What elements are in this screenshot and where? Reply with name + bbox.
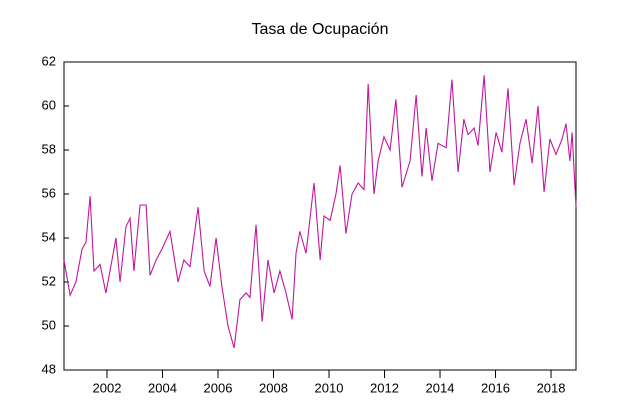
y-tick-label: 60 xyxy=(42,97,56,112)
x-tick-label: 2004 xyxy=(148,380,177,395)
x-tick-label: 2006 xyxy=(204,380,233,395)
y-tick-label: 56 xyxy=(42,185,56,200)
x-tick-label: 2008 xyxy=(259,380,288,395)
y-tick-label: 48 xyxy=(42,361,56,376)
y-tick-label: 54 xyxy=(42,229,56,244)
chart-title: Tasa de Ocupación xyxy=(252,21,389,38)
data-line xyxy=(63,75,577,349)
plot-frame xyxy=(63,61,577,371)
x-tick-label: 2010 xyxy=(315,380,344,395)
x-tick-label: 2012 xyxy=(370,380,399,395)
y-tick-label: 62 xyxy=(42,53,56,68)
x-tick-label: 2014 xyxy=(426,380,455,395)
x-tick-label: 2016 xyxy=(481,380,510,395)
x-tick-label: 2002 xyxy=(93,380,122,395)
y-tick-label: 52 xyxy=(42,273,56,288)
y-tick-label: 50 xyxy=(42,317,56,332)
x-tick-label: 2018 xyxy=(537,380,566,395)
y-tick-label: 58 xyxy=(42,141,56,156)
